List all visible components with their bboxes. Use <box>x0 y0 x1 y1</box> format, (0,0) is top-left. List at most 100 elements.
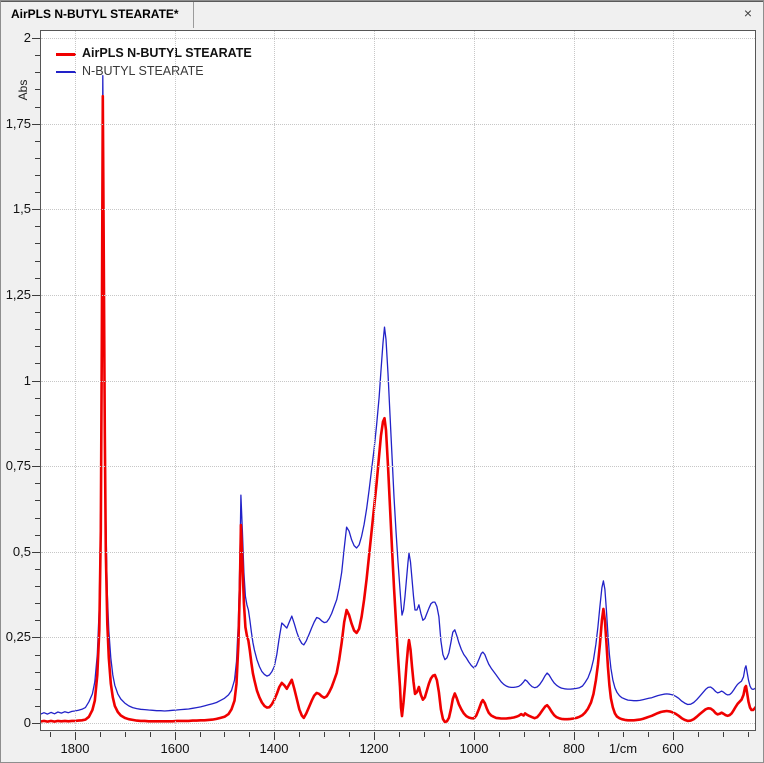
y-major-tick <box>32 466 40 467</box>
y-minor-tick <box>35 518 40 519</box>
x-minor-tick <box>224 732 225 737</box>
y-minor-tick <box>35 655 40 656</box>
x-major-tick <box>75 732 76 740</box>
y-tick-label: 0,75 <box>5 458 31 473</box>
y-major-tick <box>32 38 40 39</box>
x-major-tick <box>574 732 575 740</box>
x-minor-tick <box>648 732 649 737</box>
y-major-tick <box>32 381 40 382</box>
x-tick-label: 600 <box>662 741 684 756</box>
x-minor-tick <box>324 732 325 737</box>
y-tick-label: 1,75 <box>5 116 31 131</box>
y-tick-label: 0,5 <box>12 544 31 559</box>
y-minor-tick <box>35 55 40 56</box>
plot-area[interactable] <box>40 30 756 731</box>
vertical-gridline <box>75 31 76 730</box>
x-minor-tick <box>100 732 101 737</box>
y-tick-label: 0,25 <box>5 629 31 644</box>
y-minor-tick <box>35 620 40 621</box>
x-minor-tick <box>748 732 749 737</box>
y-minor-tick <box>35 175 40 176</box>
x-major-tick <box>374 732 375 740</box>
vertical-gridline <box>574 31 575 730</box>
y-minor-tick <box>35 689 40 690</box>
horizontal-gridline <box>41 637 755 638</box>
vertical-gridline <box>175 31 176 730</box>
legend-swatch-original <box>56 71 76 73</box>
y-minor-tick <box>35 141 40 142</box>
y-minor-tick <box>35 603 40 604</box>
y-minor-tick <box>35 329 40 330</box>
y-major-tick <box>32 552 40 553</box>
x-tick-label: 1800 <box>60 741 90 756</box>
x-minor-tick <box>125 732 126 737</box>
x-minor-tick <box>449 732 450 737</box>
y-minor-tick <box>35 432 40 433</box>
y-minor-tick <box>35 107 40 108</box>
x-tick-label: 1200 <box>359 741 389 756</box>
x-minor-tick <box>249 732 250 737</box>
horizontal-gridline <box>41 124 755 125</box>
horizontal-gridline <box>41 209 755 210</box>
y-major-tick <box>32 723 40 724</box>
series-original-line <box>41 75 755 715</box>
x-tick-label: 1400 <box>259 741 289 756</box>
y-minor-tick <box>35 243 40 244</box>
legend-swatch-airpls <box>56 53 76 56</box>
y-minor-tick <box>35 398 40 399</box>
x-major-tick <box>673 732 674 740</box>
y-minor-tick <box>35 586 40 587</box>
y-minor-tick <box>35 226 40 227</box>
spectrum-curves <box>41 75 755 724</box>
y-major-tick <box>32 124 40 125</box>
horizontal-gridline <box>41 381 755 382</box>
horizontal-gridline <box>41 723 755 724</box>
series-airpls-line <box>41 94 755 724</box>
tab-spectrum[interactable]: AirPLS N-BUTYL STEARATE* <box>2 2 194 28</box>
y-major-tick <box>32 637 40 638</box>
y-tick-label: 2 <box>23 30 31 45</box>
vertical-gridline <box>274 31 275 730</box>
y-minor-tick <box>35 449 40 450</box>
y-major-tick <box>32 295 40 296</box>
close-icon: × <box>743 5 753 21</box>
x-minor-tick <box>299 732 300 737</box>
horizontal-gridline <box>41 552 755 553</box>
horizontal-gridline <box>41 295 755 296</box>
y-minor-tick <box>35 312 40 313</box>
y-minor-tick <box>35 346 40 347</box>
x-minor-tick <box>424 732 425 737</box>
x-axis-unit-label: 1/cm <box>608 741 638 756</box>
y-minor-tick <box>35 706 40 707</box>
x-minor-tick <box>524 732 525 737</box>
y-minor-tick <box>35 672 40 673</box>
x-major-tick <box>474 732 475 740</box>
vertical-gridline <box>374 31 375 730</box>
y-tick-label: 1 <box>23 373 31 388</box>
x-minor-tick <box>499 732 500 737</box>
y-minor-tick <box>35 192 40 193</box>
y-minor-tick <box>35 415 40 416</box>
vertical-gridline <box>474 31 475 730</box>
x-minor-tick <box>150 732 151 737</box>
horizontal-gridline <box>41 38 755 39</box>
legend-label-airpls: AirPLS N-BUTYL STEARATE <box>82 46 252 60</box>
x-major-tick <box>175 732 176 740</box>
x-minor-tick <box>200 732 201 737</box>
y-minor-tick <box>35 483 40 484</box>
x-tick-label: 1600 <box>160 741 190 756</box>
x-minor-tick <box>698 732 699 737</box>
x-minor-tick <box>399 732 400 737</box>
x-major-tick <box>274 732 275 740</box>
y-major-tick <box>32 209 40 210</box>
y-minor-tick <box>35 72 40 73</box>
close-button[interactable]: × <box>739 4 757 22</box>
y-minor-tick <box>35 500 40 501</box>
x-minor-tick <box>549 732 550 737</box>
y-tick-label: 1,25 <box>5 287 31 302</box>
y-minor-tick <box>35 535 40 536</box>
x-minor-tick <box>598 732 599 737</box>
x-minor-tick <box>50 732 51 737</box>
vertical-gridline <box>673 31 674 730</box>
